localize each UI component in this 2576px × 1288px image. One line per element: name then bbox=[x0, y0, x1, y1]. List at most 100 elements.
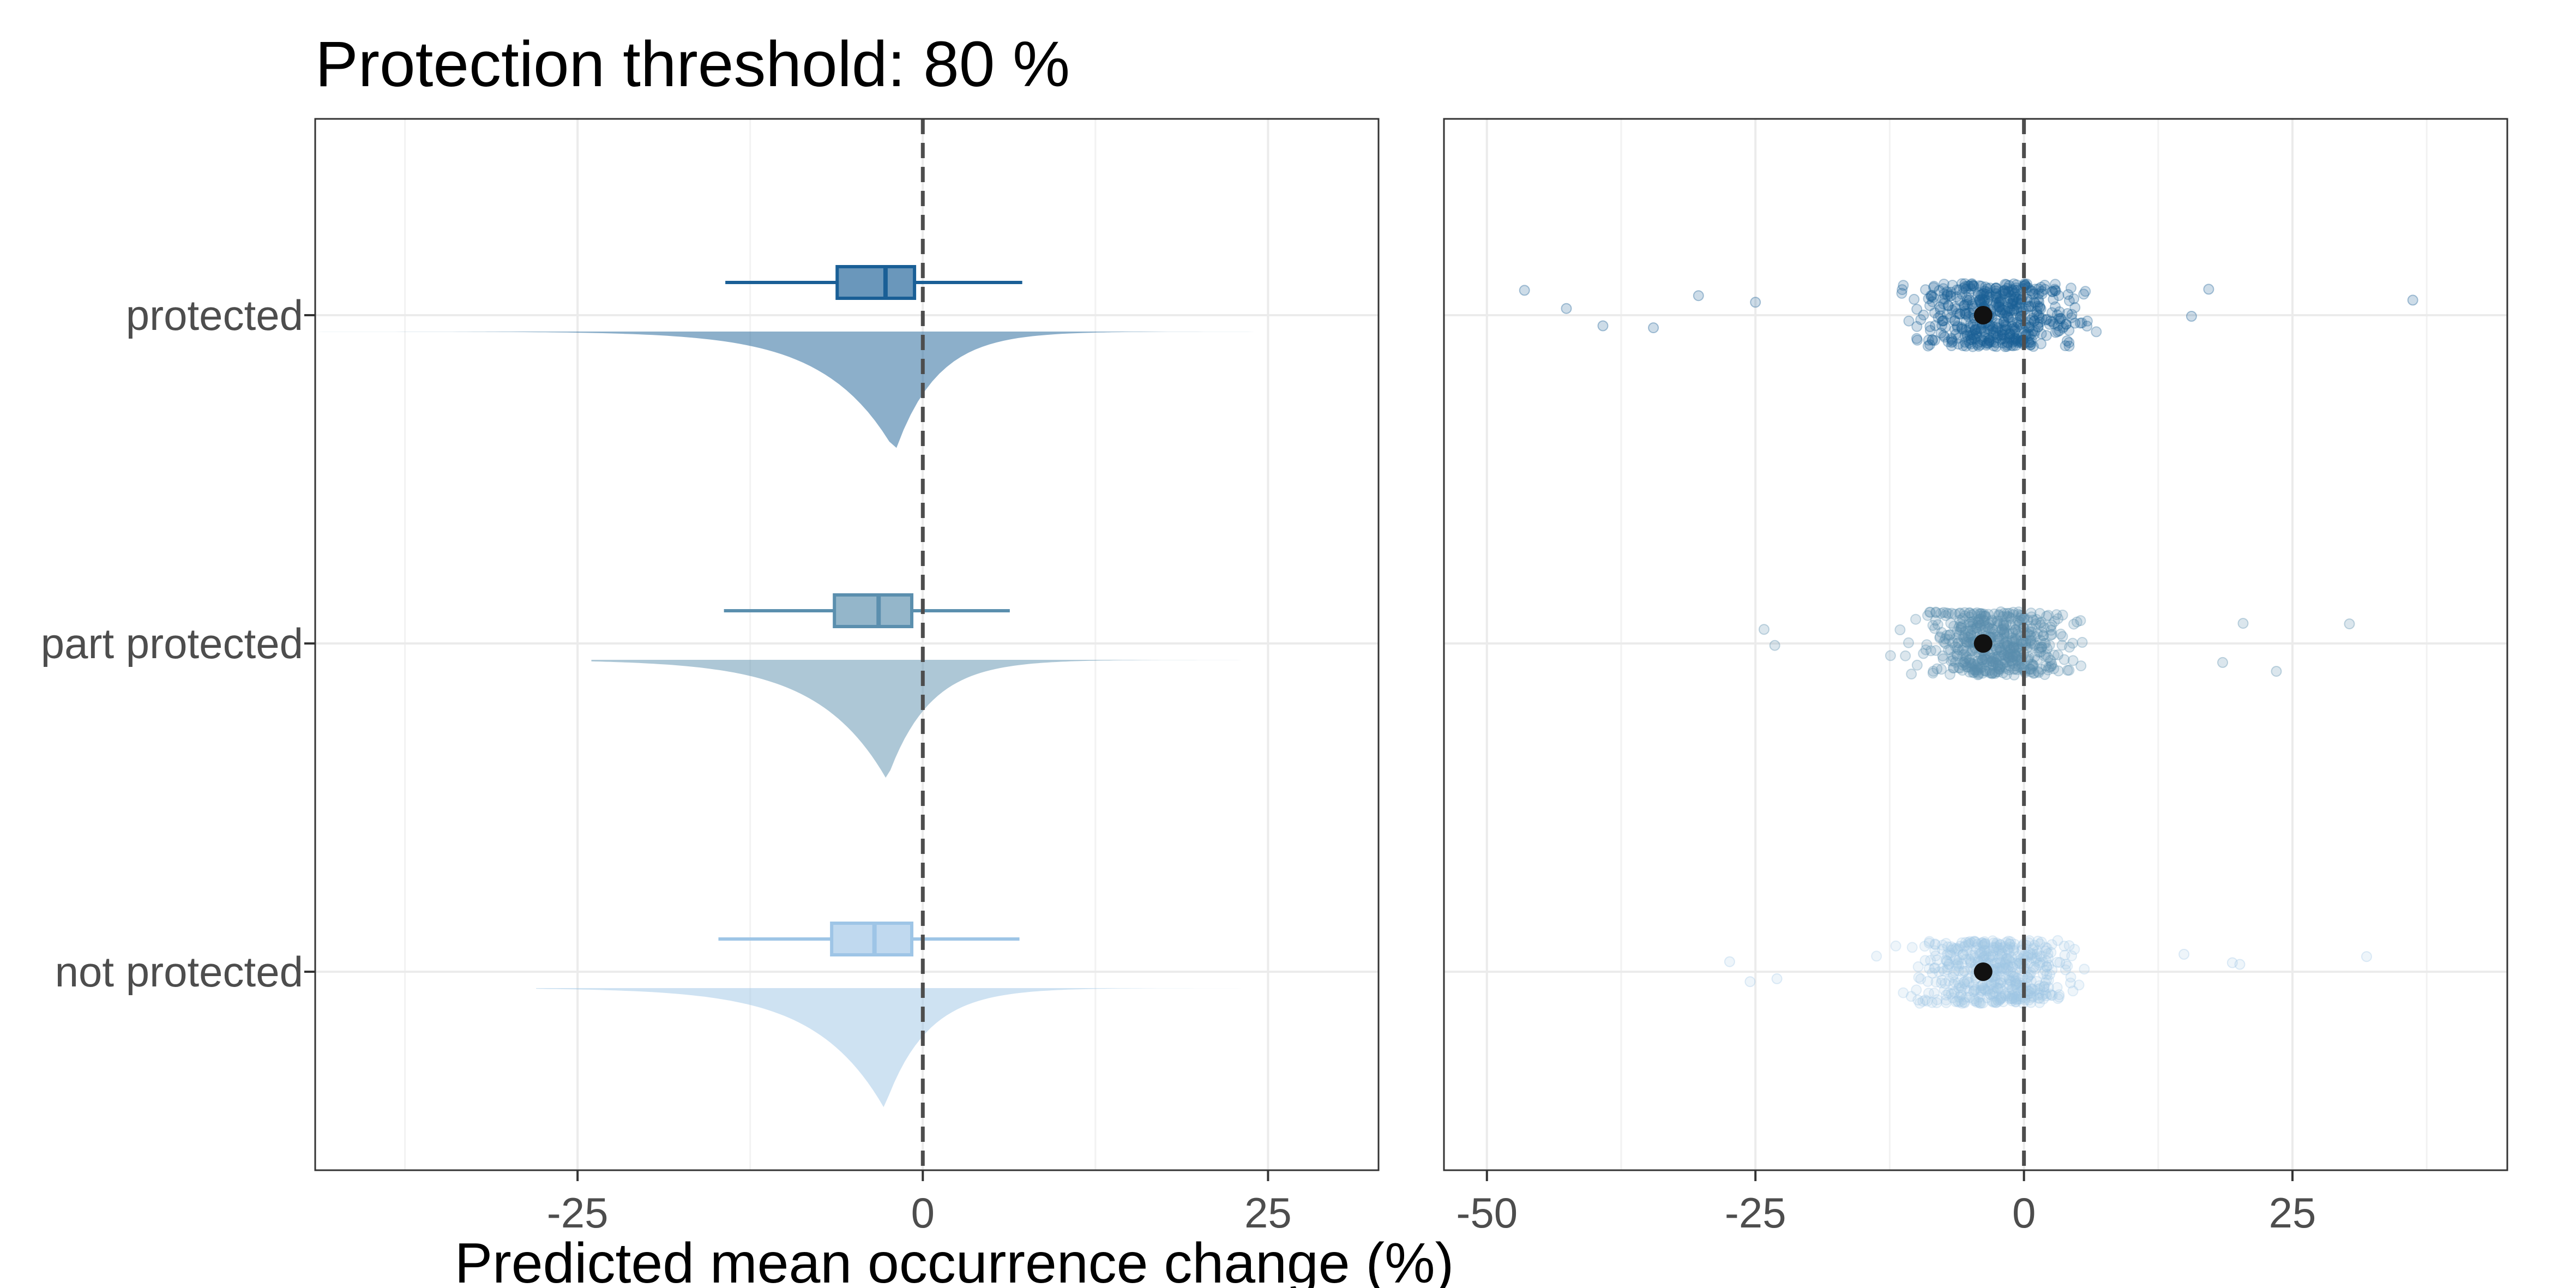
data-point-not-protected bbox=[2033, 980, 2045, 991]
data-point-part-protected bbox=[1970, 623, 1982, 634]
data-point-part-protected bbox=[1972, 667, 1984, 679]
data-point-protected bbox=[2030, 326, 2041, 337]
data-point-protected bbox=[2032, 293, 2044, 305]
data-point-part-protected bbox=[1991, 615, 2003, 627]
data-point-part-protected bbox=[1988, 654, 1999, 665]
data-point-part-protected bbox=[2011, 642, 2023, 654]
data-point-protected bbox=[1934, 285, 1945, 296]
data-point-part-protected bbox=[2010, 633, 2021, 645]
data-point-not-protected bbox=[1970, 984, 1982, 996]
data-point-not-protected bbox=[2047, 990, 2058, 1001]
data-point-protected bbox=[2091, 326, 2102, 338]
data-point-protected bbox=[1984, 290, 1995, 301]
data-point-part-protected bbox=[1991, 651, 2002, 663]
data-point-protected bbox=[1990, 299, 2001, 310]
data-point-protected bbox=[1915, 314, 1927, 326]
data-point-part-protected bbox=[2057, 609, 2068, 621]
data-point-protected bbox=[2002, 296, 2013, 308]
data-point-not-protected bbox=[2010, 979, 2021, 990]
data-point-not-protected bbox=[1919, 955, 1931, 966]
data-point-protected bbox=[1995, 334, 2006, 345]
data-point-not-protected bbox=[1995, 949, 2006, 960]
data-point-not-protected bbox=[1981, 945, 1993, 956]
data-point-not-protected bbox=[1945, 949, 1957, 961]
data-point-not-protected bbox=[1995, 983, 2007, 995]
data-point-not-protected bbox=[2011, 972, 2022, 983]
data-point-part-protected bbox=[2007, 651, 2019, 663]
data-point-not-protected bbox=[2034, 958, 2045, 969]
data-point-part-protected bbox=[1999, 626, 2010, 637]
data-point-part-protected bbox=[2008, 606, 2019, 618]
data-point-protected bbox=[1990, 282, 2001, 294]
data-point-not-protected bbox=[2044, 988, 2056, 1000]
outlier-point-protected bbox=[2186, 311, 2197, 322]
data-point-not-protected bbox=[1986, 995, 1997, 1007]
data-point-not-protected bbox=[1958, 994, 1969, 1005]
data-point-part-protected bbox=[2013, 615, 2024, 627]
data-point-not-protected bbox=[1976, 985, 1987, 996]
data-point-not-protected bbox=[2051, 982, 2063, 993]
data-point-protected bbox=[1960, 309, 1972, 320]
data-point-protected bbox=[1961, 294, 1973, 306]
density-cloud-protected bbox=[287, 332, 1434, 448]
data-point-part-protected bbox=[1969, 664, 1980, 675]
data-point-not-protected bbox=[1995, 958, 2006, 969]
data-point-not-protected bbox=[2008, 993, 2019, 1004]
data-point-protected bbox=[2060, 318, 2072, 330]
data-point-protected bbox=[1933, 312, 1944, 323]
data-point-not-protected bbox=[1990, 997, 2002, 1008]
data-point-not-protected bbox=[1996, 947, 2008, 959]
data-point-not-protected bbox=[1905, 991, 1917, 1002]
data-point-protected bbox=[1978, 291, 1989, 302]
data-point-protected bbox=[1945, 312, 1957, 323]
data-point-part-protected bbox=[2045, 655, 2056, 666]
data-point-part-protected bbox=[1995, 644, 2006, 655]
data-point-protected bbox=[2011, 303, 2023, 315]
data-point-protected bbox=[1976, 334, 1987, 345]
data-point-protected bbox=[2027, 326, 2038, 337]
data-point-part-protected bbox=[1943, 608, 1954, 619]
data-point-protected bbox=[2004, 328, 2015, 339]
data-point-protected bbox=[1967, 329, 1979, 341]
data-point-not-protected bbox=[1940, 954, 1952, 966]
data-point-protected bbox=[2025, 300, 2037, 312]
data-point-protected bbox=[1975, 339, 1986, 351]
data-point-not-protected bbox=[1936, 974, 1948, 986]
data-point-part-protected bbox=[2004, 612, 2015, 623]
data-point-protected bbox=[2001, 306, 2013, 317]
data-point-not-protected bbox=[1963, 937, 1974, 948]
data-point-protected bbox=[2050, 285, 2061, 297]
data-point-not-protected bbox=[1943, 959, 1955, 971]
data-point-protected bbox=[1983, 324, 1994, 335]
data-point-protected bbox=[2047, 307, 2057, 318]
data-point-part-protected bbox=[1943, 634, 1955, 645]
data-point-part-protected bbox=[1968, 667, 1979, 678]
data-point-part-protected bbox=[2000, 654, 2011, 665]
data-point-protected bbox=[1945, 290, 1957, 302]
data-point-not-protected bbox=[1984, 945, 1995, 956]
data-point-not-protected bbox=[1964, 936, 1976, 947]
data-point-part-protected bbox=[2008, 664, 2019, 675]
data-point-protected bbox=[2000, 288, 2011, 299]
data-point-not-protected bbox=[1981, 992, 1993, 1003]
data-point-not-protected bbox=[1995, 974, 2006, 985]
data-point-protected bbox=[2061, 318, 2072, 330]
data-point-not-protected bbox=[1991, 937, 2002, 949]
data-point-protected bbox=[1994, 302, 2005, 313]
data-point-protected bbox=[1973, 340, 1984, 352]
data-point-protected bbox=[2023, 300, 2035, 312]
data-point-not-protected bbox=[2059, 949, 2071, 961]
data-point-protected bbox=[1990, 328, 2002, 339]
data-point-part-protected bbox=[2062, 665, 2073, 676]
data-point-not-protected bbox=[1933, 966, 1945, 978]
data-point-part-protected bbox=[2049, 649, 2060, 661]
data-point-not-protected bbox=[1988, 942, 1999, 953]
data-point-not-protected bbox=[1960, 954, 1972, 965]
data-point-not-protected bbox=[1959, 940, 1971, 952]
data-point-not-protected bbox=[2000, 954, 2012, 965]
data-point-not-protected bbox=[2054, 957, 2066, 968]
data-point-part-protected bbox=[1957, 665, 1968, 676]
data-point-part-protected bbox=[1993, 659, 2004, 671]
data-point-part-protected bbox=[1994, 633, 2005, 645]
data-point-not-protected bbox=[2004, 988, 2015, 1000]
